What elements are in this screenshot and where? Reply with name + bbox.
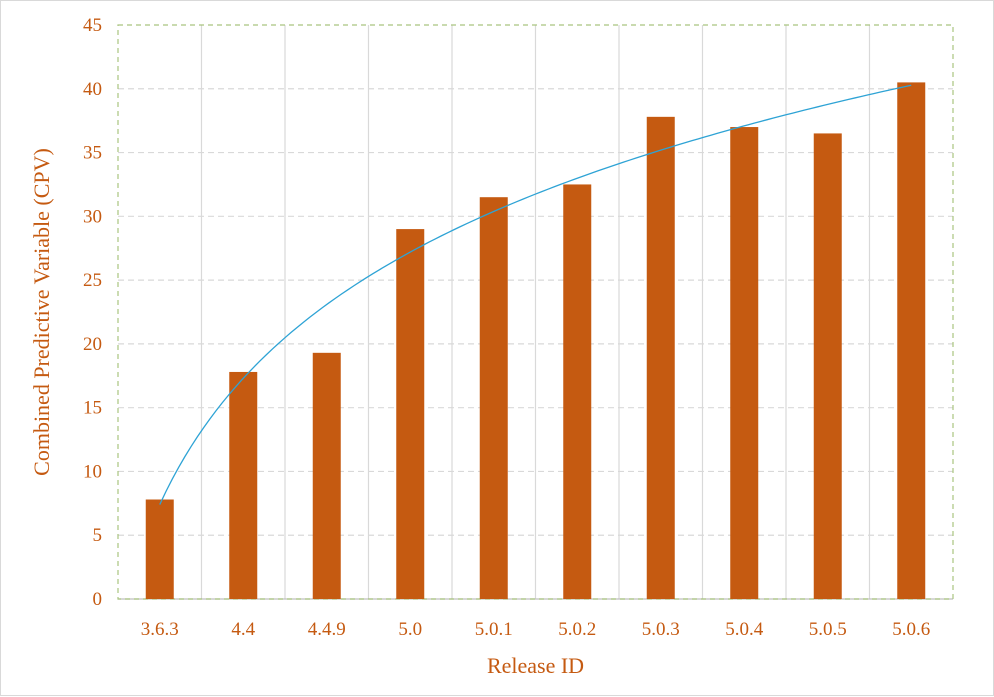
x-axis-title: Release ID [487, 653, 584, 678]
bar [563, 184, 592, 599]
bar [646, 116, 675, 599]
y-tick-label: 20 [83, 334, 102, 355]
y-tick-label: 25 [83, 270, 102, 291]
x-tick-label: 3.6.3 [141, 619, 179, 640]
bar [897, 82, 926, 599]
y-tick-label: 30 [83, 206, 102, 227]
y-tick-label: 5 [93, 525, 103, 546]
bar [229, 371, 258, 599]
y-tick-label: 15 [83, 398, 102, 419]
plot-area-border [117, 24, 954, 600]
x-tick-label: 5.0 [398, 619, 422, 640]
x-tick-label: 5.0.1 [475, 619, 513, 640]
bar [813, 133, 842, 599]
y-axis-ticks: 0 5 10 15 20 25 30 35 40 45 [83, 15, 102, 610]
x-tick-label: 5.0.4 [725, 619, 764, 640]
y-tick-label: 40 [83, 79, 102, 100]
x-tick-label: 5.0.5 [809, 619, 847, 640]
bar [396, 229, 425, 600]
x-tick-label: 5.0.6 [892, 619, 930, 640]
y-tick-label: 35 [83, 143, 102, 164]
bar [145, 499, 174, 599]
bar [730, 127, 759, 600]
y-tick-label: 0 [93, 589, 103, 610]
x-tick-label: 4.4 [231, 619, 255, 640]
y-tick-label: 10 [83, 461, 102, 482]
trendline [159, 84, 912, 505]
x-axis-ticks: 3.6.3 4.4 4.4.9 5.0 5.0.1 5.0.2 5.0.3 5.0.4 5.0.… [141, 619, 931, 640]
x-tick-label: 5.0.2 [558, 619, 596, 640]
x-tick-label: 4.4.9 [308, 619, 346, 640]
y-axis-title: Combined Predictive Variable (CPV) [29, 148, 54, 476]
x-tick-label: 5.0.3 [642, 619, 680, 640]
y-tick-label: 45 [83, 15, 102, 36]
bar [479, 197, 508, 599]
bars [145, 82, 926, 600]
bar [312, 352, 341, 599]
